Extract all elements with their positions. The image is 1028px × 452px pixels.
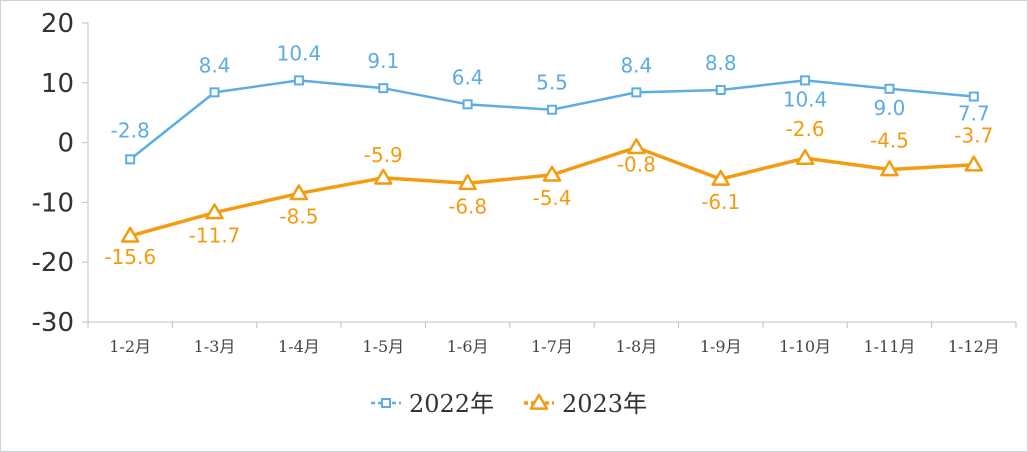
data-label-2022年: 8.4 xyxy=(620,53,652,77)
x-tick-label: 1-7月 xyxy=(531,337,573,356)
data-label-2022年: 6.4 xyxy=(452,65,484,89)
data-label-2022年: 8.8 xyxy=(705,51,737,75)
data-point-2022年 xyxy=(631,87,642,98)
data-label-2023年: -8.5 xyxy=(279,204,318,228)
data-point-2022年 xyxy=(715,84,726,95)
legend-marker-2022年 xyxy=(381,398,391,408)
x-tick-label: 1-4月 xyxy=(278,337,320,356)
data-point-2023年 xyxy=(627,138,646,155)
data-label-2023年: -5.9 xyxy=(364,143,403,167)
data-point-2023年 xyxy=(205,203,224,220)
x-tick-label: 1-12月 xyxy=(948,337,1000,356)
y-tick-label: 20 xyxy=(41,9,74,39)
data-point-2022年 xyxy=(884,83,895,94)
legend-label-2023年: 2023年 xyxy=(562,390,647,418)
data-point-2023年 xyxy=(542,165,562,182)
y-tick-label: -30 xyxy=(32,308,74,338)
data-point-2023年 xyxy=(374,168,393,185)
data-point-2023年 xyxy=(289,184,309,201)
data-label-2022年: 5.5 xyxy=(536,71,568,95)
data-label-2022年: 9.0 xyxy=(874,96,906,120)
data-label-2023年: -15.6 xyxy=(104,245,156,269)
data-label-2023年: -5.4 xyxy=(532,186,571,210)
data-label-2022年: 9.1 xyxy=(367,49,399,73)
data-label-2023年: -0.8 xyxy=(617,152,656,176)
data-point-2022年 xyxy=(462,99,473,110)
data-point-2022年 xyxy=(800,75,811,86)
data-point-2023年 xyxy=(795,148,815,165)
data-point-2022年 xyxy=(209,87,220,98)
data-label-2023年: -11.7 xyxy=(189,224,241,248)
y-tick-label: -20 xyxy=(32,248,74,278)
data-point-2022年 xyxy=(378,83,389,94)
x-tick-label: 1-8月 xyxy=(615,337,657,356)
data-label-2022年: 10.4 xyxy=(277,41,322,65)
x-tick-label: 1-9月 xyxy=(700,337,742,356)
x-tick-label: 1-3月 xyxy=(194,337,236,356)
y-tick-label: 0 xyxy=(57,129,74,159)
legend-marker-2023年 xyxy=(529,393,549,410)
data-point-2023年 xyxy=(964,155,984,172)
data-label-2022年: -2.8 xyxy=(111,118,150,142)
data-label-2023年: -2.6 xyxy=(786,117,825,141)
legend-label-2022年: 2022年 xyxy=(409,390,494,418)
x-tick-label: 1-5月 xyxy=(362,337,404,356)
data-point-2022年 xyxy=(125,154,136,165)
x-tick-label: 1-6月 xyxy=(447,337,489,356)
data-label-2023年: -6.1 xyxy=(701,190,740,214)
y-tick-label: -10 xyxy=(32,188,74,218)
data-label-2023年: -3.7 xyxy=(954,124,993,148)
data-label-2022年: 10.4 xyxy=(783,87,828,111)
data-point-2023年 xyxy=(120,226,140,243)
data-label-2023年: -4.5 xyxy=(870,129,909,153)
data-label-2022年: 7.7 xyxy=(958,102,990,126)
x-tick-label: 1-11月 xyxy=(863,337,915,356)
data-label-2023年: -6.8 xyxy=(448,194,487,218)
y-tick-label: 10 xyxy=(41,69,74,99)
x-tick-label: 1-2月 xyxy=(109,337,151,356)
data-point-2022年 xyxy=(547,104,557,115)
data-point-2023年 xyxy=(458,174,477,191)
data-point-2023年 xyxy=(880,160,899,177)
data-point-2023年 xyxy=(711,169,730,186)
data-point-2022年 xyxy=(293,75,304,86)
data-point-2022年 xyxy=(968,91,979,102)
x-tick-label: 1-10月 xyxy=(779,337,831,356)
data-label-2022年: 8.4 xyxy=(199,53,231,77)
